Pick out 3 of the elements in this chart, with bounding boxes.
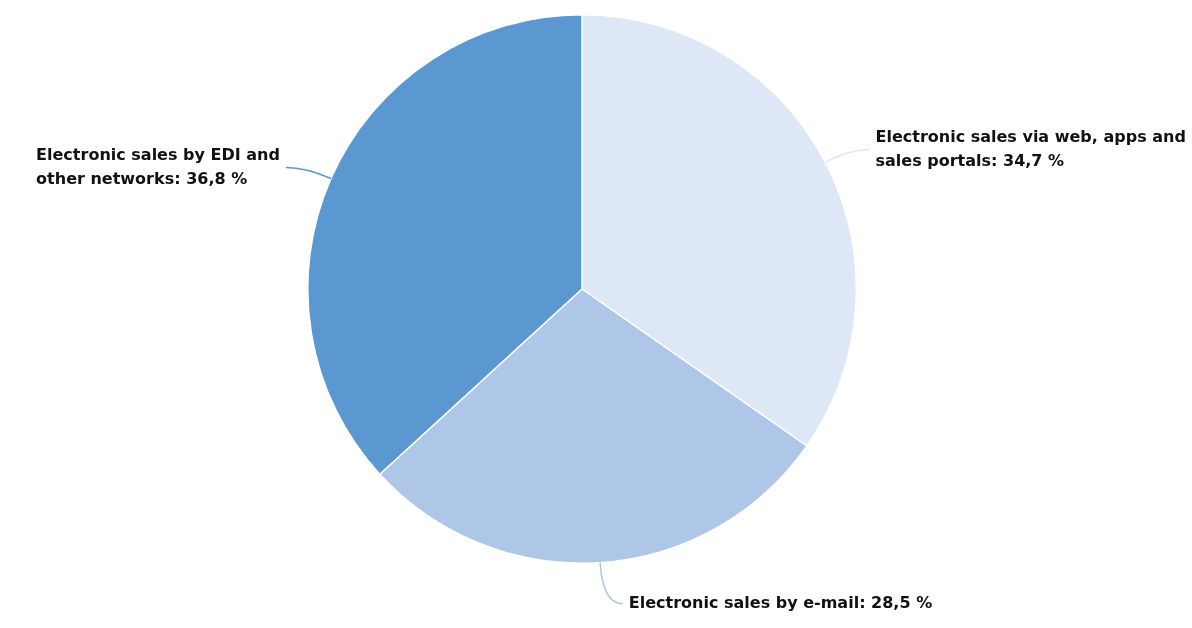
slice-label: Electronic sales by e-mail: 28,5 % bbox=[628, 592, 933, 612]
slice-label: Electronic sales by EDI and other networks: 36,8 % bbox=[36, 144, 280, 188]
slice-label: Electronic sales via web, apps and sales portals: 34,7 % bbox=[875, 126, 1186, 170]
